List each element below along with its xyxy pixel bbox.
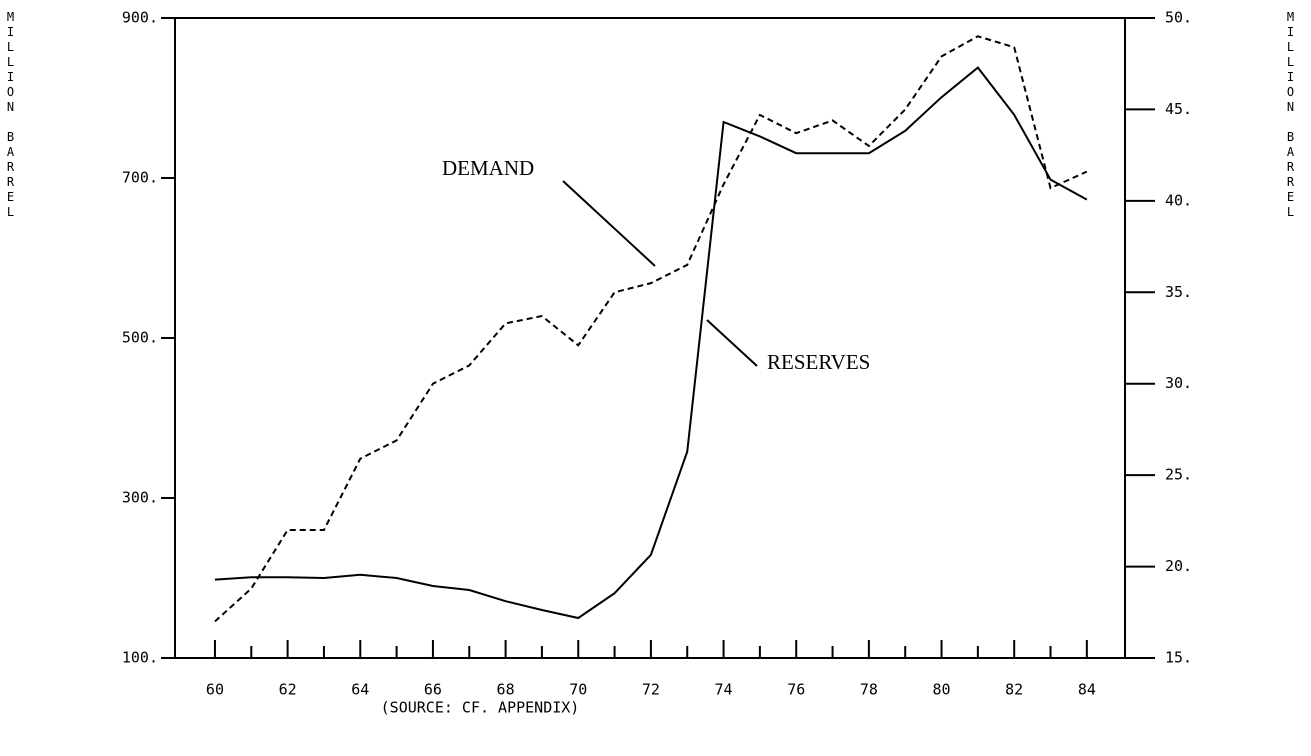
x-tick-label: 78 (860, 681, 878, 699)
annotation-leader (562, 180, 656, 267)
y2-tick-label: 45. (1165, 100, 1192, 118)
y-axis-label: MILLION BARREL (4, 10, 18, 220)
y-tick-label: 100. (122, 649, 158, 667)
y2-tick-label: 30. (1165, 374, 1192, 392)
y-tick-label: 300. (122, 489, 158, 507)
y2-axis-label: MILLION BARREL (1284, 10, 1298, 220)
x-tick-label: 84 (1078, 681, 1096, 699)
plot-frame (174, 17, 1126, 659)
x-tick-label: 82 (1005, 681, 1023, 699)
x-tick-label: 70 (569, 681, 587, 699)
annotation-leader (706, 319, 758, 367)
y2-tick-label: 25. (1165, 466, 1192, 484)
x-tick-label: 80 (933, 681, 951, 699)
y2-tick-label: 40. (1165, 191, 1192, 209)
y-tick-label: 500. (122, 329, 158, 347)
x-tick-label: 60 (206, 681, 224, 699)
line-series (214, 66, 1088, 620)
y2-tick-label: 15. (1165, 649, 1192, 667)
annotation: DEMAND (442, 156, 534, 180)
annotation: RESERVES (767, 350, 870, 374)
x-tick-label: 68 (497, 681, 515, 699)
x-tick-label: 66 (424, 681, 442, 699)
x-axis-label: (SOURCE: CF. APPENDIX) (381, 699, 580, 717)
y2-tick-label: 35. (1165, 283, 1192, 301)
y2-tick-label: 50. (1165, 9, 1192, 27)
x-tick-label: 62 (279, 681, 297, 699)
x-tick-label: 74 (715, 681, 733, 699)
y-tick-label: 900. (122, 9, 158, 27)
x-tick-label: 64 (351, 681, 369, 699)
y-tick-label: 700. (122, 169, 158, 187)
x-tick-label: 76 (787, 681, 805, 699)
y2-tick-label: 20. (1165, 557, 1192, 575)
line-series (214, 35, 1088, 623)
x-tick-label: 72 (642, 681, 660, 699)
